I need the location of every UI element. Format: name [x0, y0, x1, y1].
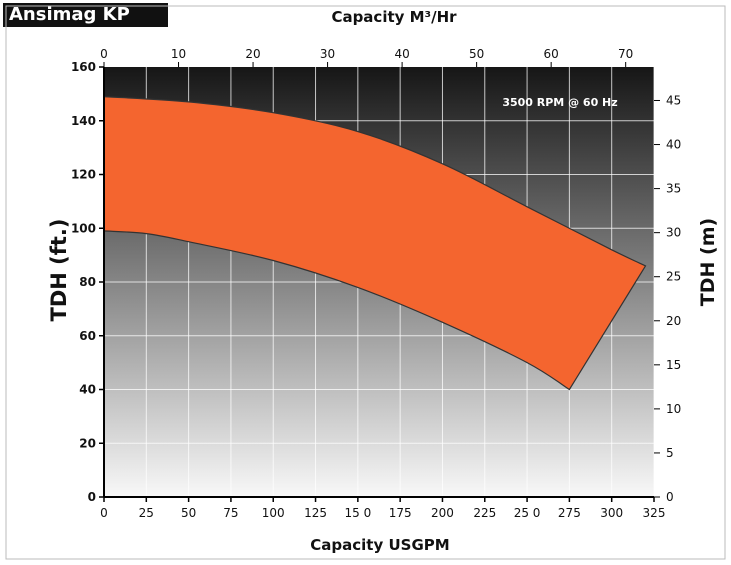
top-ticks: 0 10 20 30 40 50 60 70 — [100, 47, 633, 67]
left-tick-label: 160 — [71, 60, 96, 74]
right-ticks: 0 5 10 15 20 25 30 35 40 45 — [654, 93, 681, 504]
top-tick-label: 10 — [171, 47, 186, 61]
left-tick-label: 140 — [71, 114, 96, 128]
top-tick-label: 50 — [469, 47, 484, 61]
bottom-tick-label: 100 — [262, 506, 285, 520]
top-tick-label: 20 — [245, 47, 260, 61]
top-tick-label: 40 — [394, 47, 409, 61]
bottom-tick-label: 200 — [431, 506, 454, 520]
bottom-tick-label: 225 — [473, 506, 496, 520]
bottom-tick-label: 0 — [100, 506, 108, 520]
top-tick-label: 60 — [544, 47, 559, 61]
operating-range-band — [103, 95, 647, 391]
bottom-tick-label: 175 — [389, 506, 412, 520]
left-ticks: 0 20 40 60 80 100 120 140 160 — [71, 60, 104, 504]
right-tick-label: 10 — [666, 402, 681, 416]
left-tick-label: 20 — [79, 436, 96, 450]
top-tick-label: 70 — [618, 47, 633, 61]
left-tick-label: 60 — [79, 329, 96, 343]
left-axis-title: TDH (ft.) — [47, 219, 71, 322]
right-tick-label: 30 — [666, 226, 681, 240]
bottom-tick-label: 325 — [643, 506, 666, 520]
bottom-tick-label: 125 — [304, 506, 327, 520]
left-tick-label: 40 — [79, 383, 96, 397]
right-tick-label: 45 — [666, 93, 681, 107]
bottom-ticks: 0 25 50 75 100 125 15 0 175 200 225 25 0 275 300 325 — [100, 497, 665, 520]
top-tick-label: 30 — [320, 47, 335, 61]
brand-label: Ansimag KP — [3, 3, 168, 27]
top-axis-title: Capacity M³/Hr — [331, 8, 457, 26]
bottom-tick-label: 300 — [600, 506, 623, 520]
right-tick-label: 5 — [666, 446, 674, 460]
right-tick-label: 35 — [666, 182, 681, 196]
bottom-tick-label: 15 0 — [344, 506, 371, 520]
bottom-tick-label: 25 0 — [514, 506, 541, 520]
left-tick-label: 80 — [79, 275, 96, 289]
bottom-tick-label: 50 — [181, 506, 196, 520]
bottom-tick-label: 75 — [223, 506, 238, 520]
bottom-tick-label: 275 — [558, 506, 581, 520]
left-tick-label: 120 — [71, 168, 96, 182]
right-tick-label: 40 — [666, 138, 681, 152]
right-tick-label: 25 — [666, 270, 681, 284]
bottom-tick-label: 25 — [139, 506, 154, 520]
bottom-axis-title: Capacity USGPM — [310, 536, 449, 554]
left-tick-label: 0 — [88, 490, 96, 504]
left-tick-label: 100 — [71, 221, 96, 235]
speed-annotation: 3500 RPM @ 60 Hz — [502, 96, 617, 109]
right-tick-label: 20 — [666, 314, 681, 328]
right-axis-title: TDH (m) — [697, 218, 719, 306]
chart-border — [5, 5, 726, 560]
top-tick-label: 0 — [100, 47, 108, 61]
right-tick-label: 15 — [666, 358, 681, 372]
right-tick-label: 0 — [666, 490, 674, 504]
